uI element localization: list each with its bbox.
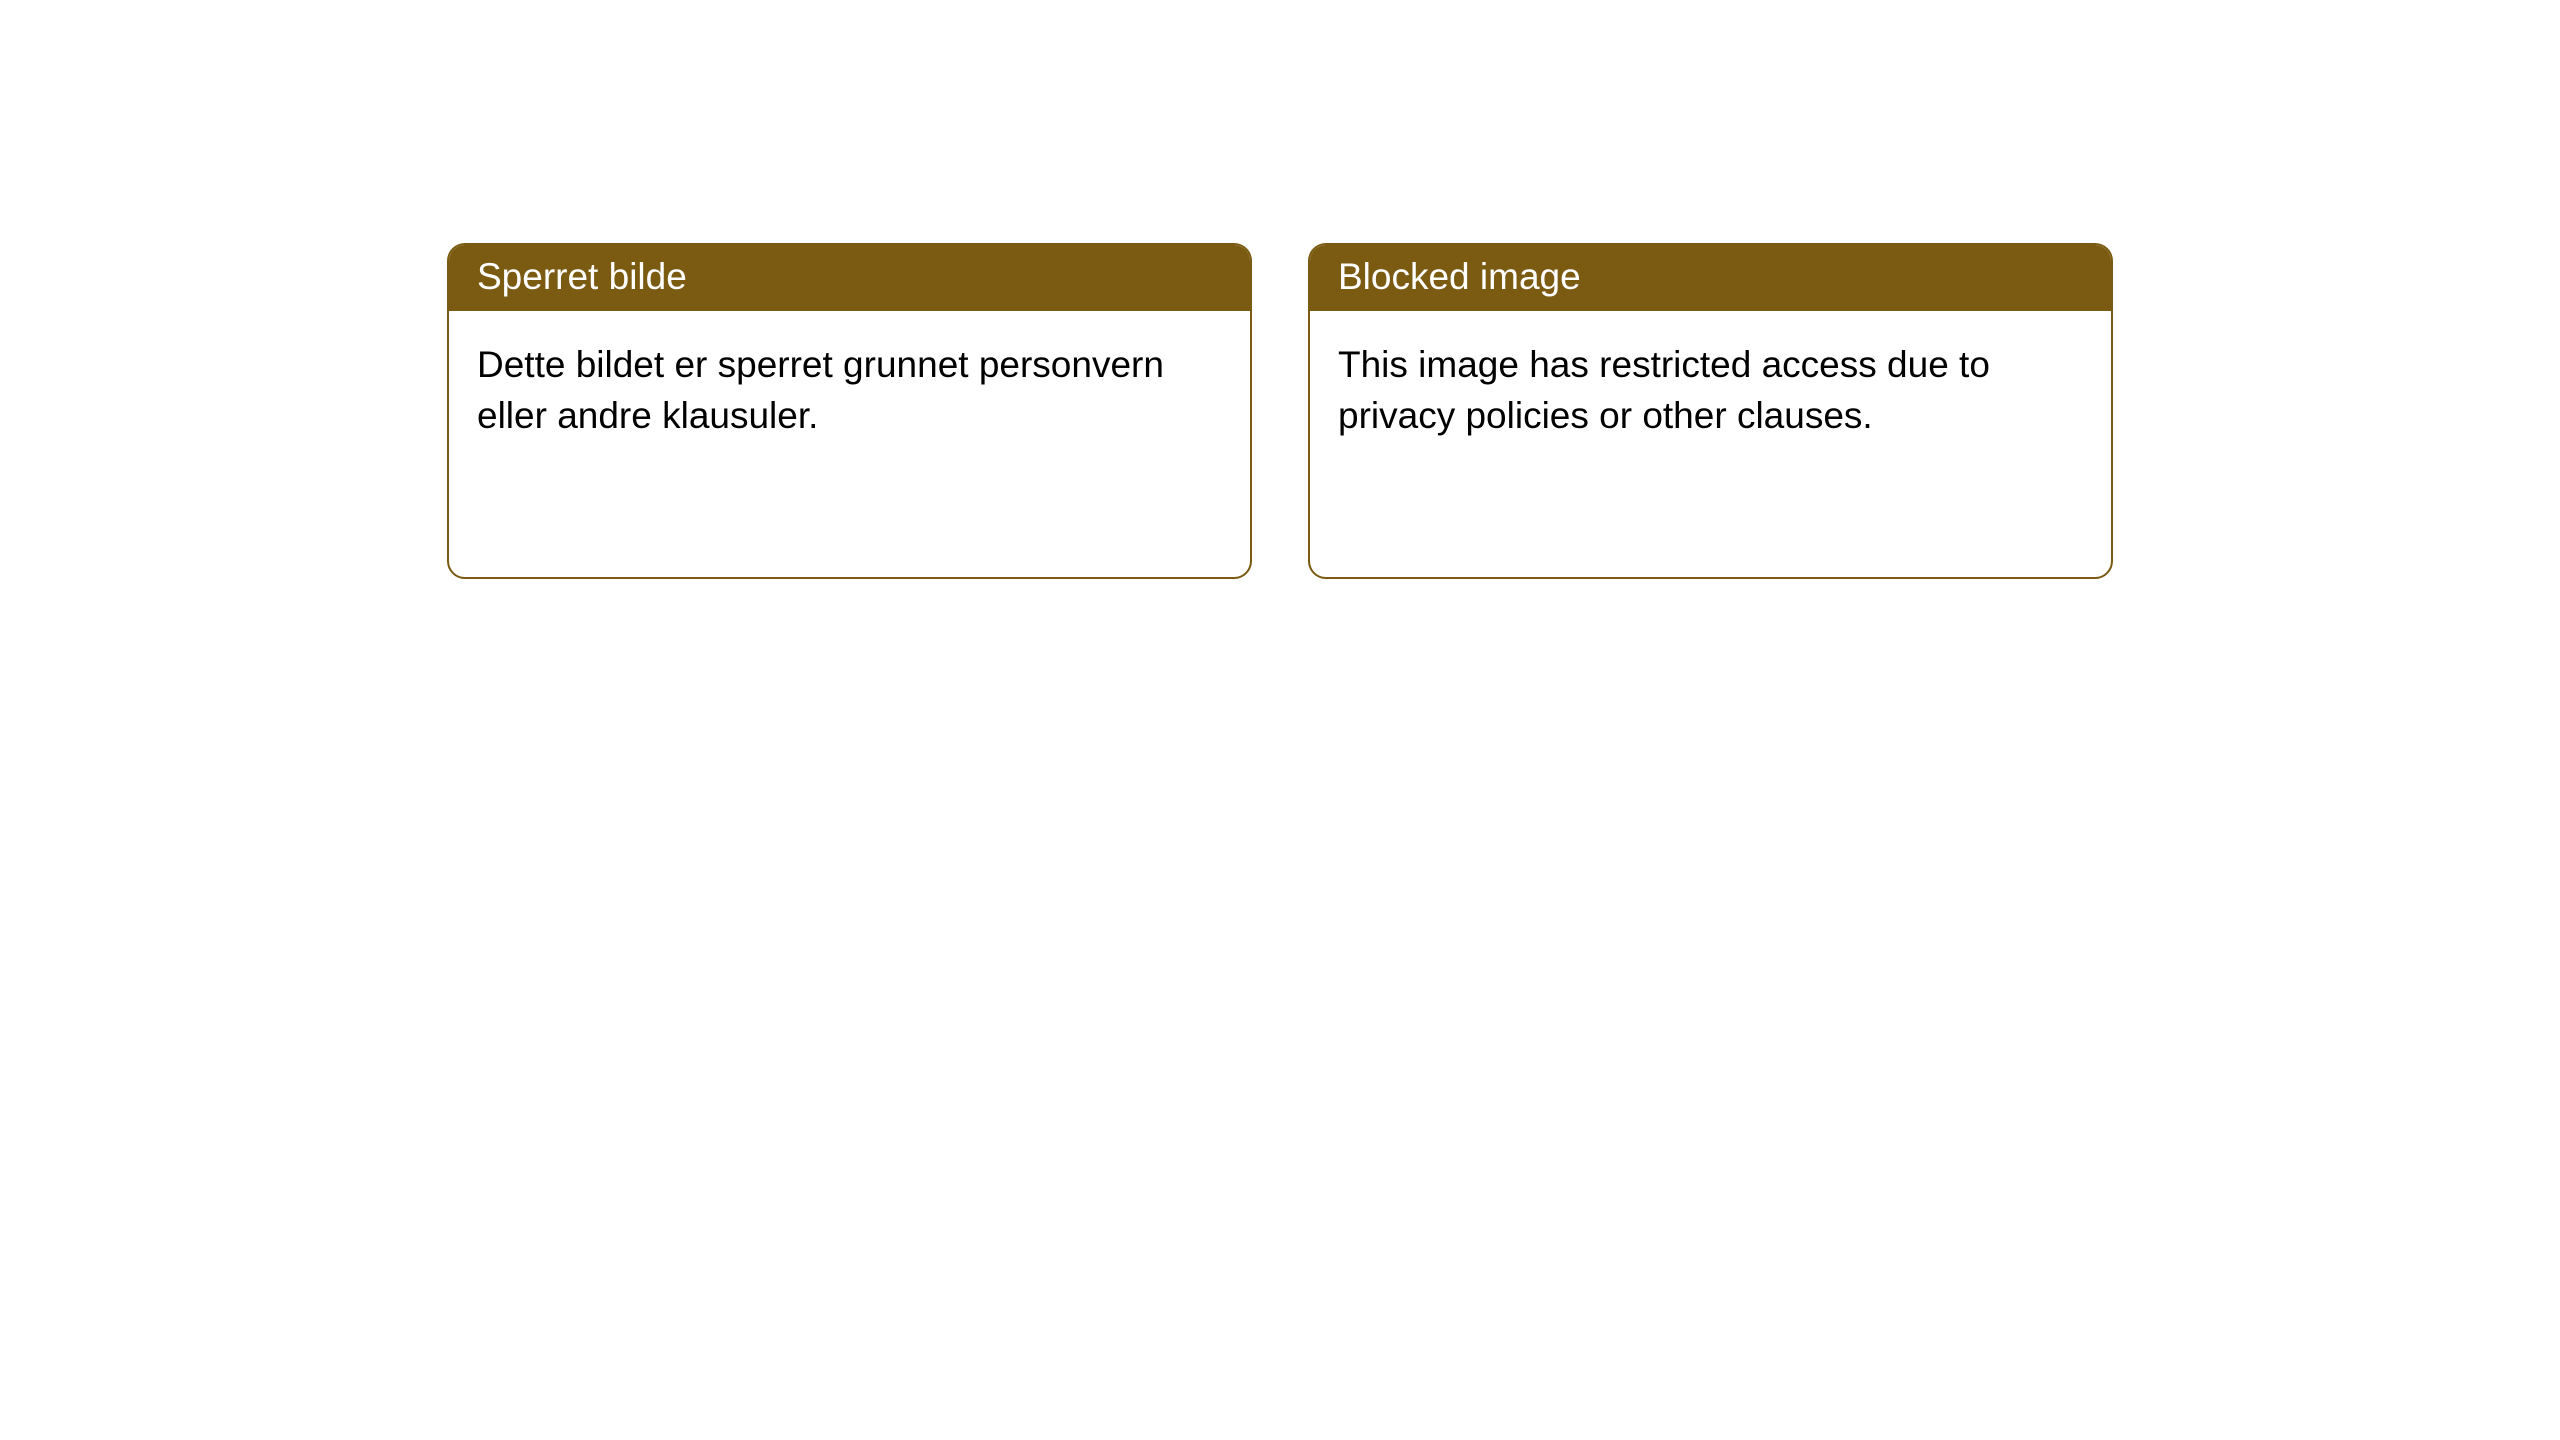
notice-card-norwegian: Sperret bilde Dette bildet er sperret gr…: [447, 243, 1252, 579]
notice-body: Dette bildet er sperret grunnet personve…: [449, 311, 1250, 469]
notice-container: Sperret bilde Dette bildet er sperret gr…: [0, 0, 2560, 579]
notice-body: This image has restricted access due to …: [1310, 311, 2111, 469]
notice-title: Sperret bilde: [449, 245, 1250, 311]
notice-card-english: Blocked image This image has restricted …: [1308, 243, 2113, 579]
notice-title: Blocked image: [1310, 245, 2111, 311]
